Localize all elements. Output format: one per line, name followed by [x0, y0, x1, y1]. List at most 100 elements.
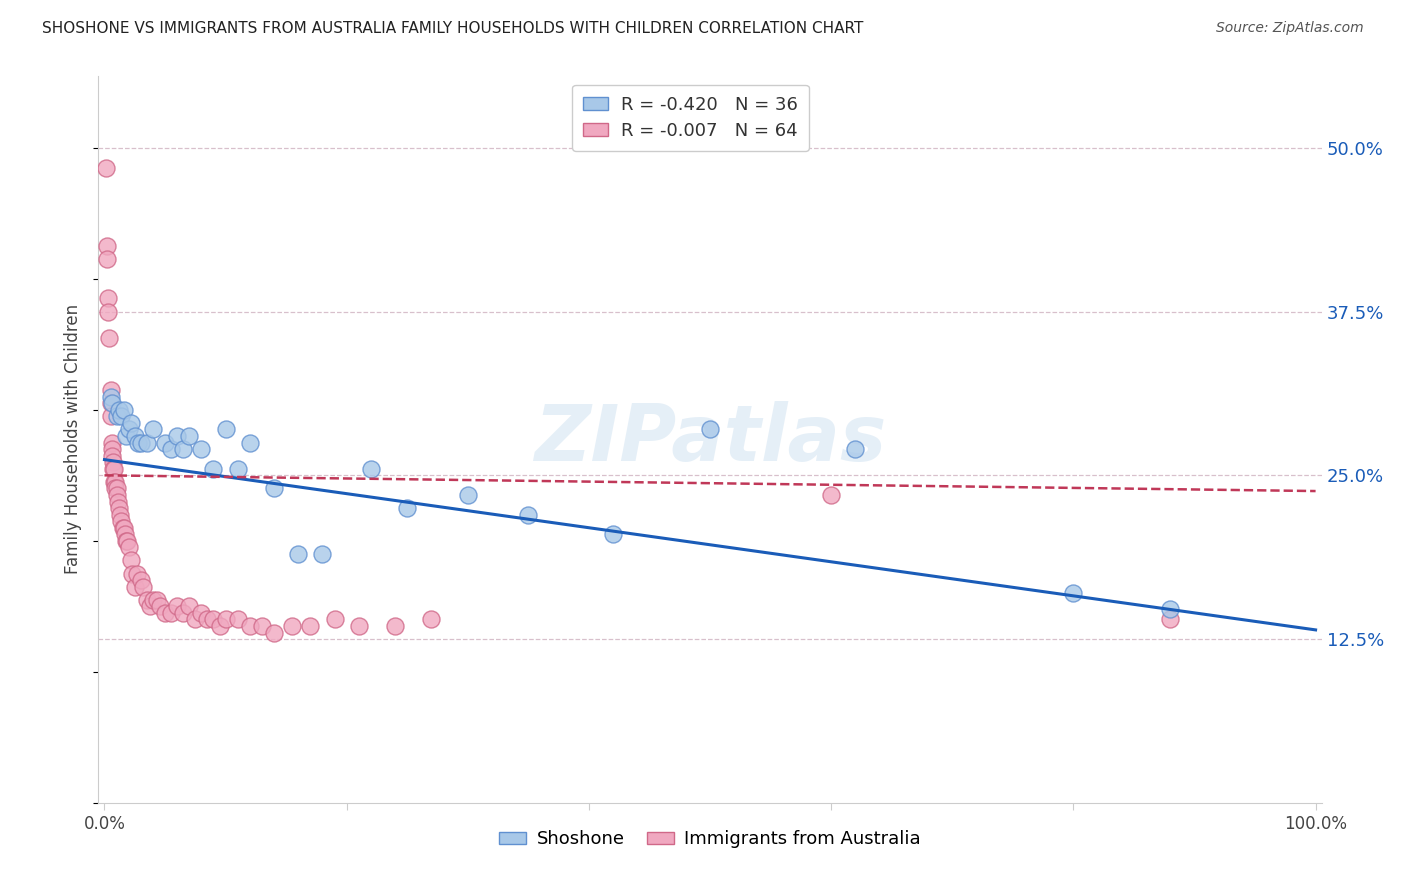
- Point: [202, 462, 225, 476]
- Point: [115, 429, 138, 443]
- Point: [299, 619, 322, 633]
- Point: [820, 488, 842, 502]
- Point: [602, 527, 624, 541]
- Point: [111, 521, 134, 535]
- Point: [1159, 602, 1181, 616]
- Point: [135, 435, 157, 450]
- Point: [105, 482, 128, 496]
- Point: [239, 435, 262, 450]
- Point: [104, 475, 127, 489]
- Point: [1062, 586, 1084, 600]
- Point: [172, 442, 194, 457]
- Point: [311, 547, 333, 561]
- Point: [139, 599, 162, 614]
- Point: [184, 612, 207, 626]
- Point: [384, 619, 406, 633]
- Point: [127, 435, 149, 450]
- Point: [153, 606, 176, 620]
- Point: [250, 619, 273, 633]
- Point: [699, 422, 721, 436]
- Point: [100, 383, 122, 397]
- Point: [844, 442, 866, 457]
- Point: [129, 435, 152, 450]
- Point: [190, 442, 212, 457]
- Point: [105, 409, 128, 424]
- Point: [214, 422, 236, 436]
- Legend: Shoshone, Immigrants from Australia: Shoshone, Immigrants from Australia: [492, 823, 928, 855]
- Point: [120, 553, 142, 567]
- Point: [100, 396, 122, 410]
- Point: [100, 442, 122, 457]
- Point: [105, 488, 128, 502]
- Point: [120, 416, 142, 430]
- Point: [117, 533, 139, 548]
- Point: [103, 462, 125, 476]
- Point: [142, 422, 165, 436]
- Point: [179, 599, 201, 614]
- Point: [1159, 612, 1181, 626]
- Point: [202, 612, 225, 626]
- Point: [179, 429, 201, 443]
- Point: [100, 390, 122, 404]
- Point: [160, 606, 183, 620]
- Point: [112, 521, 135, 535]
- Point: [135, 592, 157, 607]
- Point: [124, 580, 146, 594]
- Point: [115, 533, 138, 548]
- Point: [214, 612, 236, 626]
- Point: [118, 422, 141, 436]
- Text: Source: ZipAtlas.com: Source: ZipAtlas.com: [1216, 21, 1364, 35]
- Point: [112, 402, 135, 417]
- Point: [110, 508, 132, 522]
- Point: [108, 501, 131, 516]
- Point: [121, 566, 143, 581]
- Point: [124, 429, 146, 443]
- Point: [101, 455, 124, 469]
- Point: [118, 541, 141, 555]
- Point: [104, 482, 127, 496]
- Point: [96, 252, 118, 267]
- Point: [97, 304, 120, 318]
- Point: [197, 612, 219, 626]
- Point: [142, 592, 165, 607]
- Point: [94, 161, 117, 175]
- Point: [166, 429, 188, 443]
- Point: [347, 619, 370, 633]
- Point: [281, 619, 304, 633]
- Point: [226, 612, 249, 626]
- Point: [101, 462, 124, 476]
- Point: [100, 435, 122, 450]
- Point: [360, 462, 382, 476]
- Point: [127, 566, 149, 581]
- Point: [172, 606, 194, 620]
- Point: [287, 547, 309, 561]
- Point: [149, 599, 172, 614]
- Y-axis label: Family Households with Children: Family Households with Children: [65, 304, 83, 574]
- Point: [100, 396, 122, 410]
- Point: [323, 612, 346, 626]
- Point: [517, 508, 540, 522]
- Point: [132, 580, 155, 594]
- Point: [98, 331, 121, 345]
- Point: [396, 501, 419, 516]
- Text: SHOSHONE VS IMMIGRANTS FROM AUSTRALIA FAMILY HOUSEHOLDS WITH CHILDREN CORRELATIO: SHOSHONE VS IMMIGRANTS FROM AUSTRALIA FA…: [42, 21, 863, 36]
- Point: [263, 625, 285, 640]
- Point: [263, 482, 285, 496]
- Point: [100, 409, 122, 424]
- Point: [420, 612, 443, 626]
- Point: [107, 494, 129, 508]
- Point: [114, 527, 136, 541]
- Point: [108, 402, 131, 417]
- Point: [190, 606, 212, 620]
- Point: [110, 409, 132, 424]
- Point: [103, 475, 125, 489]
- Point: [239, 619, 262, 633]
- Point: [145, 592, 167, 607]
- Point: [226, 462, 249, 476]
- Point: [208, 619, 231, 633]
- Point: [457, 488, 479, 502]
- Point: [96, 239, 118, 253]
- Point: [160, 442, 183, 457]
- Point: [97, 292, 120, 306]
- Point: [100, 449, 122, 463]
